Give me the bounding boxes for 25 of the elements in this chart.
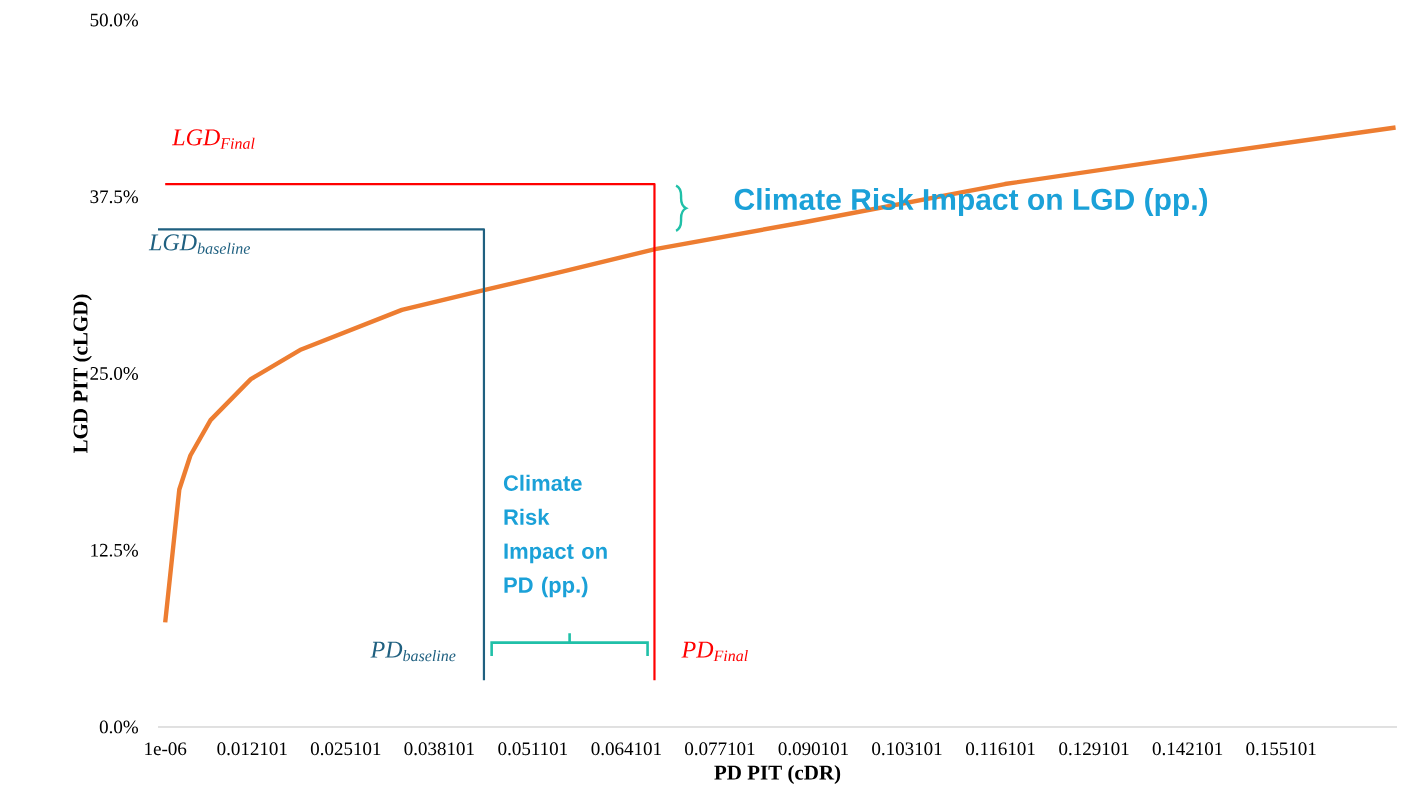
annotation: Climate Risk Impact on PD (pp.) xyxy=(503,474,607,598)
x-tick-label: 0.116101 xyxy=(966,742,1035,756)
x-tick-label: 0.155101 xyxy=(1246,742,1316,756)
x-tick-label: 0.064101 xyxy=(591,742,661,756)
x-tick-label: 0.129101 xyxy=(1059,742,1129,756)
annotation: LGD$_{Final}$ xyxy=(171,129,255,149)
y-tick-label: 25.0% xyxy=(90,367,139,380)
x-tick-label: 0.051101 xyxy=(498,742,568,756)
x-tick-label: 0.103101 xyxy=(872,742,942,756)
annotation: Climate Risk Impact on LGD (pp.) xyxy=(734,188,1208,216)
x-tick-label: 0.038101 xyxy=(404,742,474,756)
x-tick-label: 0.025101 xyxy=(310,742,381,756)
x-tick-label: 0.142101 xyxy=(1152,742,1223,756)
y-tick-label: 37.5% xyxy=(90,190,139,204)
annotation: LGD$_{baseline}$ xyxy=(148,234,251,254)
y-tick-label: 50.0% xyxy=(90,13,139,27)
x-axis-title: PD PIT (cDR) xyxy=(714,764,841,784)
x-tick-label: 0.090101 xyxy=(778,742,848,756)
x-tick-label: 0.077101 xyxy=(685,742,755,756)
y-tick-label: 12.5% xyxy=(91,543,139,557)
annotation: PD$_{baseline}$ xyxy=(370,641,456,662)
x-tick-label: 0.012101 xyxy=(217,742,287,756)
x-tick-label: 1e-06 xyxy=(145,742,187,756)
y-tick-label: 0.0% xyxy=(99,720,139,734)
annotation: PD$_{Final}$ xyxy=(681,641,748,662)
